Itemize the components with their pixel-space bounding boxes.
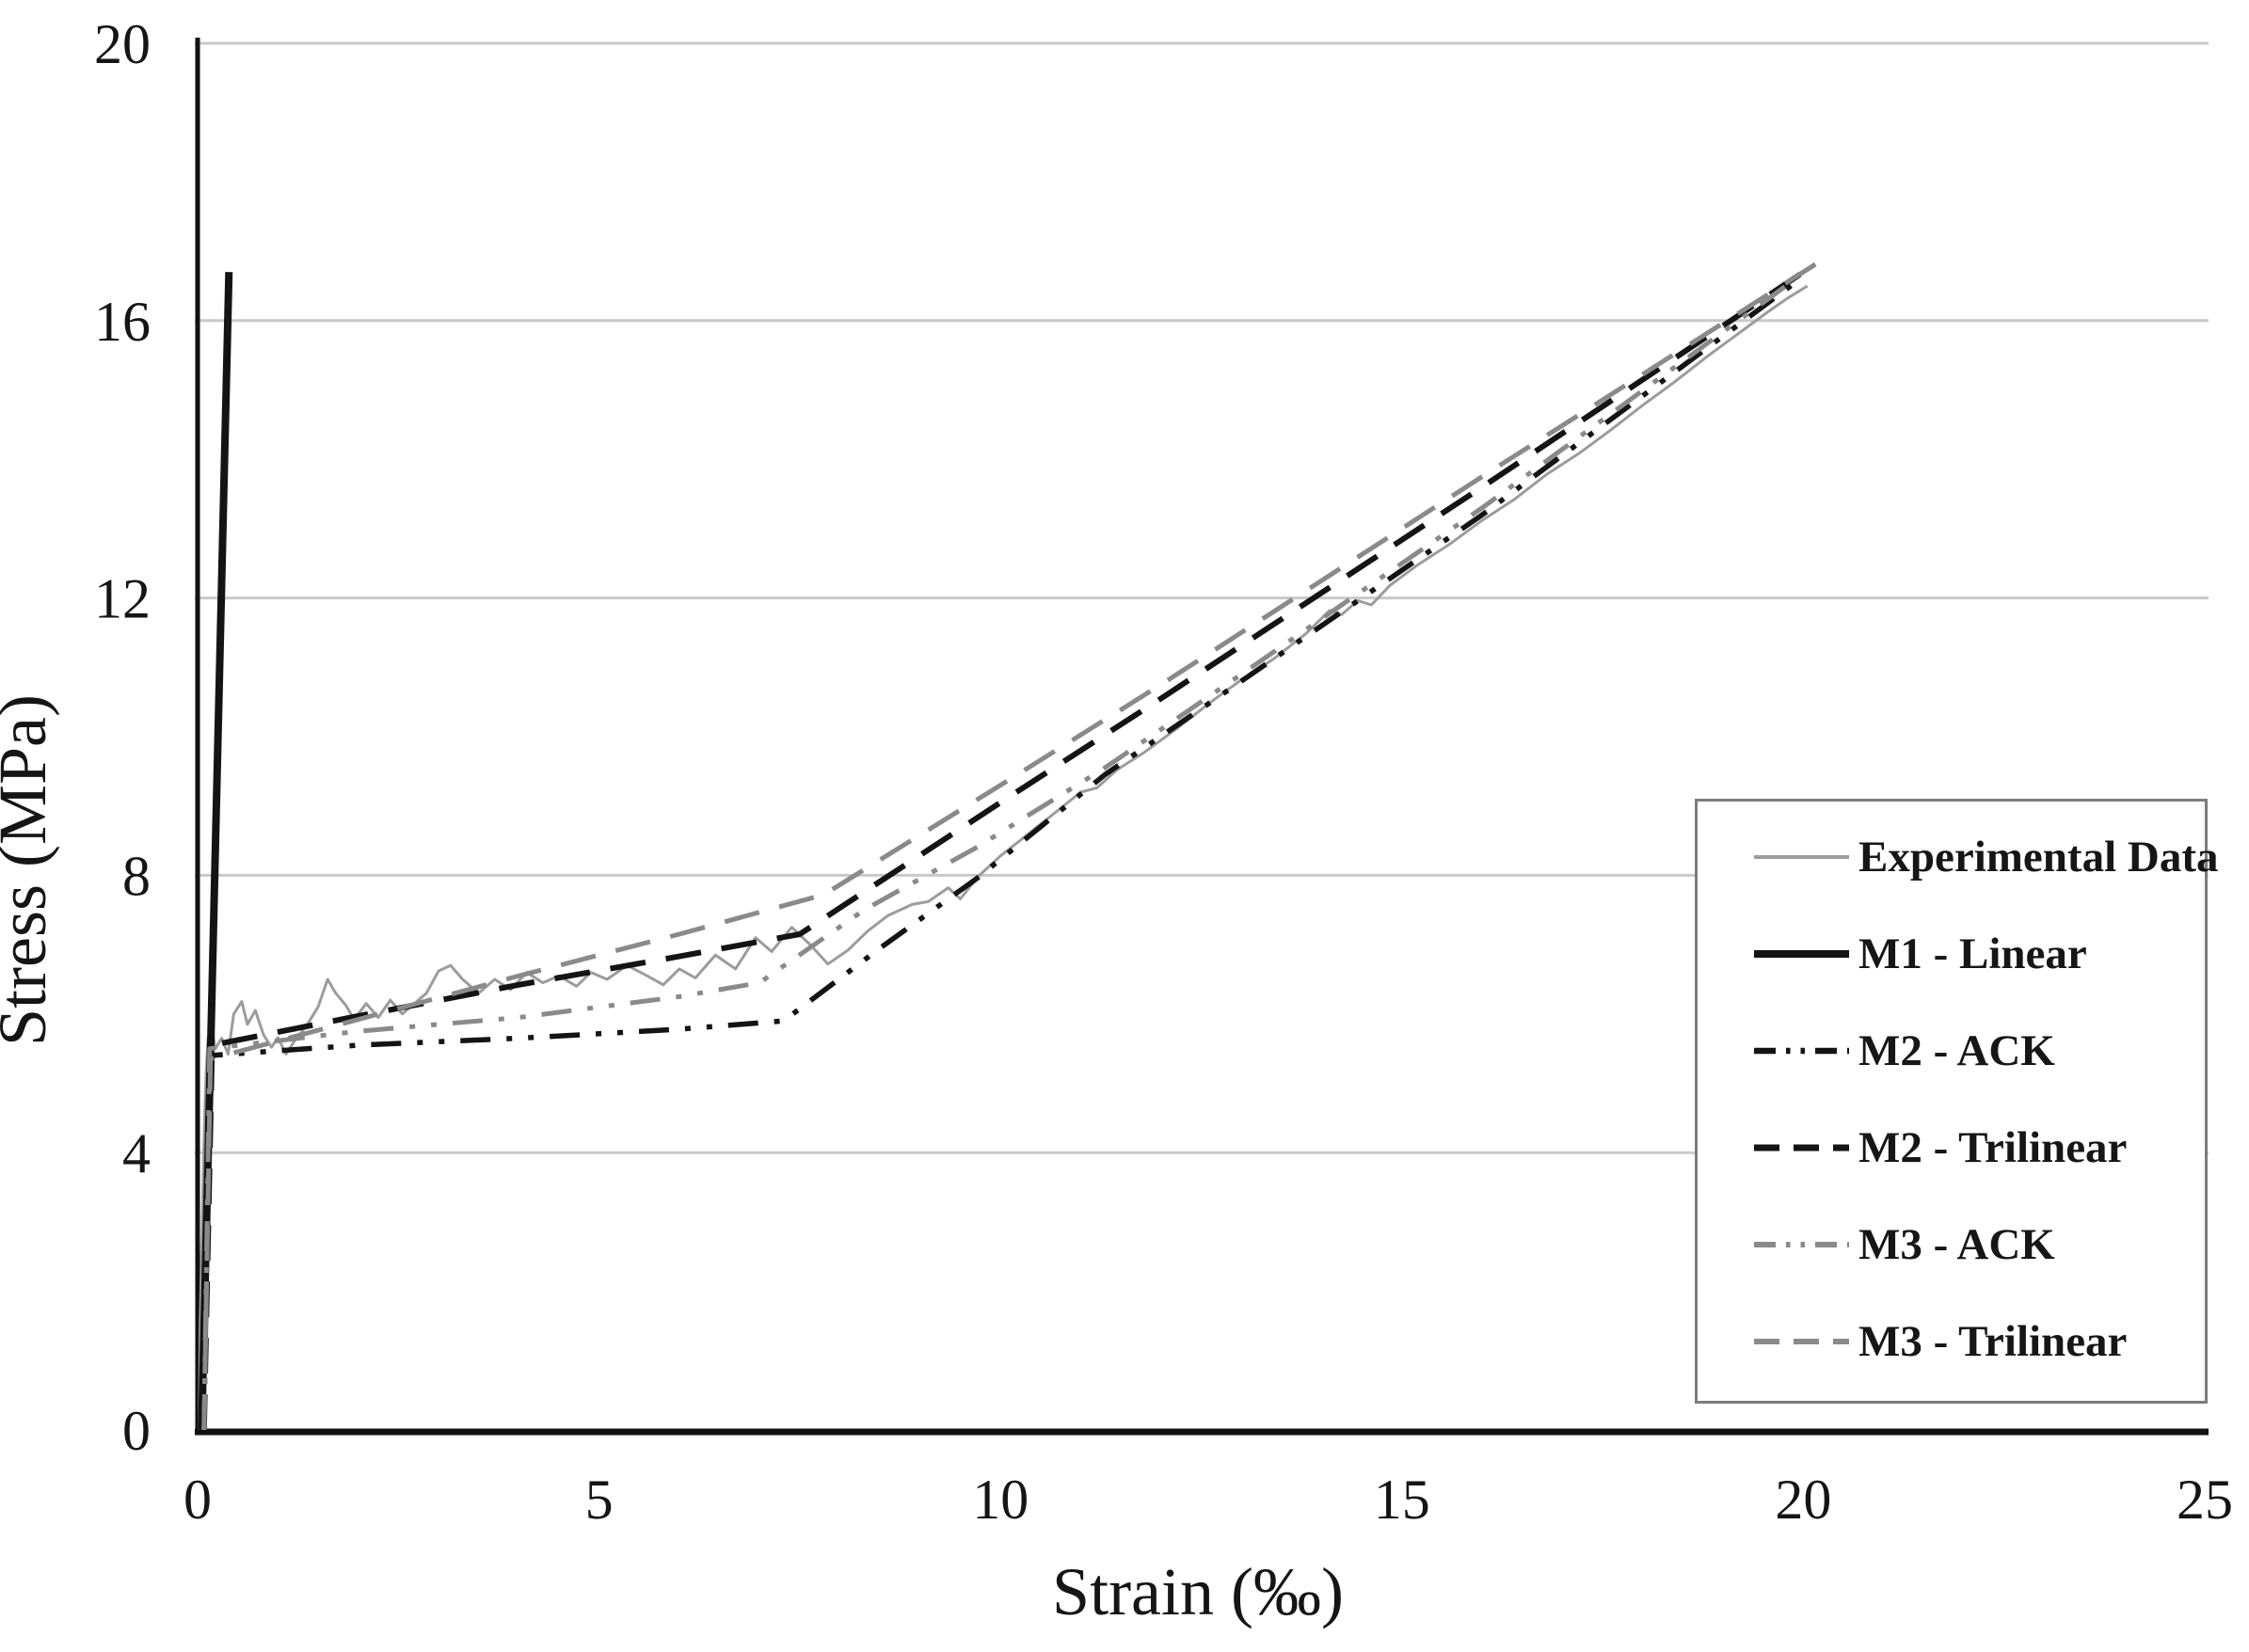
legend-item-m2-trilinear: M2 - Trilinear <box>1752 1120 2195 1175</box>
legend-swatch-m3-trilinear <box>1754 1339 1849 1344</box>
legend-item-m2-ack: M2 - ACK <box>1752 1024 2195 1078</box>
axes <box>195 38 2209 1436</box>
legend-box: Experimental Data M1 - Linear M2 - ACK M2 -… <box>1695 799 2218 1404</box>
x-tick-label-0: 0 <box>183 1469 212 1531</box>
legend-label: M1 - Linear <box>1858 929 2087 978</box>
legend-swatch-experimental-data <box>1754 855 1849 859</box>
x-tick-label-10: 10 <box>972 1469 1029 1531</box>
legend-label: Experimental Data <box>1858 833 2219 882</box>
legend-item-m3-trilinear: M3 - Trilinear <box>1752 1314 2195 1369</box>
x-tick-label-5: 5 <box>585 1469 614 1531</box>
series-lines <box>198 260 1821 1431</box>
y-tick-label-12: 12 <box>94 568 151 630</box>
x-axis-title: Strain (‰) <box>1052 1554 1344 1629</box>
series-line-m3-ack <box>201 277 1797 1431</box>
y-tick-label-4: 4 <box>122 1122 151 1184</box>
y-tick-label-8: 8 <box>122 845 151 907</box>
legend-item-m1-linear: M1 - Linear <box>1752 927 2195 981</box>
legend-swatch-m2-trilinear <box>1754 1144 1849 1152</box>
legend-swatch-m2-ack <box>1754 1047 1849 1055</box>
legend-label: M3 - ACK <box>1858 1220 2055 1269</box>
legend-item-m3-ack: M3 - ACK <box>1752 1217 2195 1272</box>
x-tick-label-25: 25 <box>2177 1469 2233 1531</box>
series-line-m3-trilinear <box>201 260 1821 1431</box>
legend-swatch-m3-ack <box>1754 1242 1849 1247</box>
legend-label: M2 - ACK <box>1858 1026 2055 1075</box>
legend-swatch-m1-linear <box>1754 950 1849 958</box>
y-tick-label-0: 0 <box>122 1400 151 1462</box>
x-tick-label-20: 20 <box>1775 1469 1831 1531</box>
x-tick-label-15: 15 <box>1374 1469 1430 1531</box>
series-line-experimental-data <box>198 284 1809 1431</box>
series-line-m2-trilinear <box>200 269 1806 1431</box>
legend-label: M3 - Trilinear <box>1858 1317 2128 1366</box>
y-axis-title: Stress (MPa) <box>0 694 60 1046</box>
x-tick-labels: 0 5 10 15 20 25 <box>183 1469 2233 1531</box>
y-tick-labels: 0 4 8 12 16 20 <box>94 13 151 1462</box>
series-line-m2-ack <box>201 280 1797 1431</box>
legend-label: M2 - Trilinear <box>1858 1123 2128 1172</box>
y-tick-label-20: 20 <box>94 13 151 75</box>
legend-item-experimental-data: Experimental Data <box>1752 830 2218 884</box>
y-tick-label-16: 16 <box>94 291 151 353</box>
